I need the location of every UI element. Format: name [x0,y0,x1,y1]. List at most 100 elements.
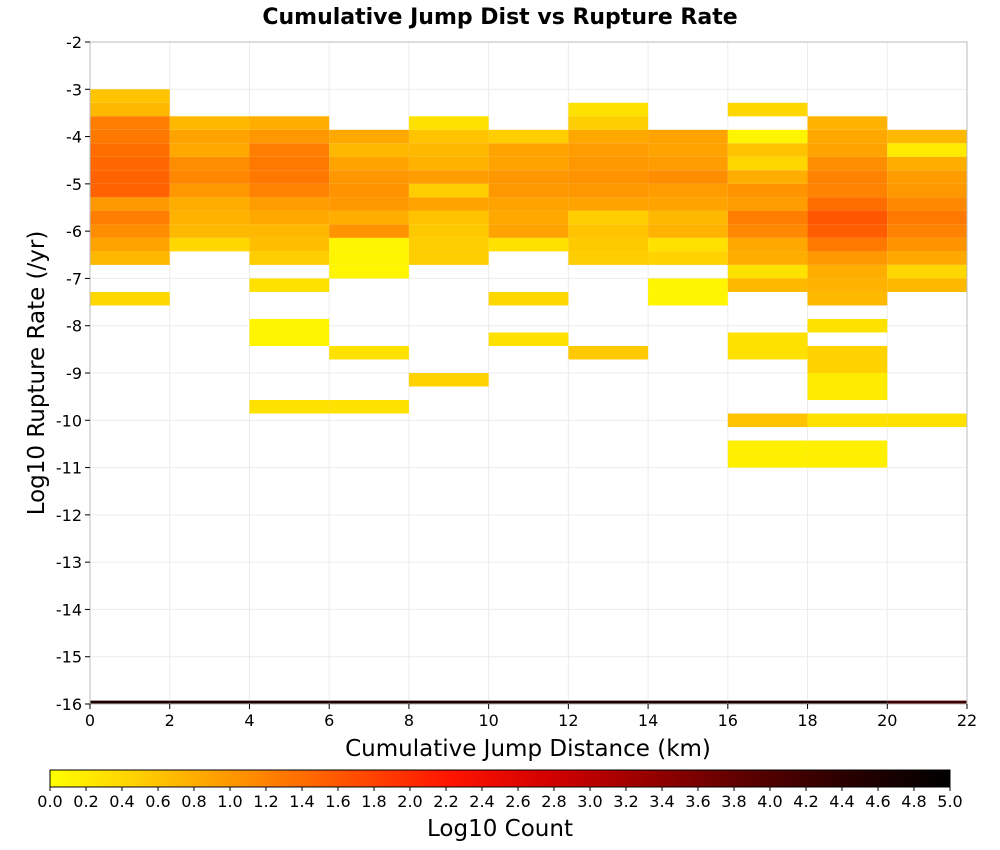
heatmap-cell [90,170,170,184]
colorbar-tick-label: 0.4 [109,792,134,811]
heatmap-cell [249,278,330,292]
heatmap-cell [648,251,728,265]
heatmap-cell [887,210,967,225]
heatmap-cell [169,170,250,184]
heatmap-cell [249,129,330,144]
heatmap-cell [807,413,888,428]
heatmap-cell [887,237,967,252]
heatmap-cell [249,251,330,265]
heatmap-cell [488,224,569,238]
heatmap-cell [887,170,967,184]
heatmap-cell [408,224,489,238]
heatmap-cell [408,156,489,171]
colorbar [49,769,951,788]
y-tick-label: -16 [56,695,82,714]
heatmap-cell [568,197,649,211]
heatmap-cell [90,183,170,198]
heatmap-cell [408,373,489,387]
heatmap-cell [568,237,649,252]
x-tick-label: 2 [165,711,175,730]
colorbar-tick-label: 2.6 [505,792,530,811]
heatmap-cell [169,116,250,130]
heatmap-cell-bottom-band [249,700,330,704]
heatmap-cell [807,251,888,265]
x-axis-label: Cumulative Jump Distance (km) [345,736,711,762]
heatmap-cell [807,183,888,198]
heatmap-cell [249,224,330,238]
heatmap-cell [90,251,170,265]
heatmap-cell [329,129,409,144]
heatmap-cell [807,237,888,252]
heatmap-cell-bottom-band [727,700,808,704]
heatmap-cell [408,183,489,198]
heatmap-cell [648,237,728,252]
heatmap-cell [329,170,409,184]
colorbar-tick-label: 0.6 [145,792,170,811]
heatmap-cell [568,116,649,130]
colorbar-tick-label: 3.0 [577,792,602,811]
heatmap-cell [249,318,330,333]
heatmap-cell [568,210,649,225]
heatmap-cell [887,278,967,292]
heatmap-cell [648,210,728,225]
heatmap-cell [807,116,888,130]
colorbar-tick-label: 5.0 [937,792,962,811]
heatmap-cell [169,183,250,198]
heatmap-cell [169,210,250,225]
x-tick-label: 14 [638,711,658,730]
heatmap-cell [648,197,728,211]
heatmap-cell [488,129,569,144]
colorbar-tick-label: 0.8 [181,792,206,811]
heatmap-cell-bottom-band [408,700,489,704]
heatmap-cell [408,170,489,184]
heatmap-cell [727,454,808,468]
x-tick-label: 10 [478,711,498,730]
colorbar-tick-label: 4.8 [901,792,926,811]
heatmap-cell [807,373,888,387]
heatmap-cells [90,89,967,704]
heatmap-cell [727,170,808,184]
heatmap-cell [807,170,888,184]
heatmap-cell [727,264,808,279]
heatmap-cell [648,183,728,198]
heatmap-cell [329,237,409,252]
heatmap-cell [329,345,409,360]
x-tick-label: 20 [877,711,897,730]
heatmap-cell [568,251,649,265]
heatmap-cell [648,170,728,184]
heatmap-cell [887,251,967,265]
heatmap-cell [249,197,330,211]
y-axis-ticks: -2 -3 -4 -5 -6 -7 -8 -9 -10 -11 -12 -13 -14 -15 -16 [56,33,90,714]
colorbar-tick-label: 4.4 [829,792,854,811]
heatmap-cell [887,264,967,279]
heatmap-cell-bottom-band [807,700,888,704]
heatmap-cell [568,156,649,171]
x-tick-label: 8 [404,711,414,730]
heatmap-cell-bottom-band [329,700,409,704]
y-tick-label: -12 [56,506,82,525]
heatmap-cell [408,129,489,144]
heatmap-cell [408,237,489,252]
colorbar-tick-label: 0.0 [37,792,62,811]
heatmap-cell [329,156,409,171]
heatmap-cell [90,197,170,211]
heatmap-cell [887,143,967,157]
x-tick-label: 0 [85,711,95,730]
heatmap-cell [90,102,170,117]
heatmap-cell [648,278,728,292]
y-tick-label: -4 [66,128,82,147]
heatmap-cell-bottom-band [90,700,170,704]
heatmap-cell [169,129,250,144]
heatmap-cell [807,210,888,225]
heatmap-cell [329,197,409,211]
heatmap-cell [249,237,330,252]
heatmap-cell-bottom-band [169,700,250,704]
heatmap-cell [249,156,330,171]
heatmap-cell [727,332,808,346]
x-tick-label: 6 [324,711,334,730]
heatmap-cell [408,197,489,211]
heatmap-cell [169,237,250,252]
heatmap-cell [488,197,569,211]
heatmap-cell [568,129,649,144]
heatmap-cell [727,278,808,292]
